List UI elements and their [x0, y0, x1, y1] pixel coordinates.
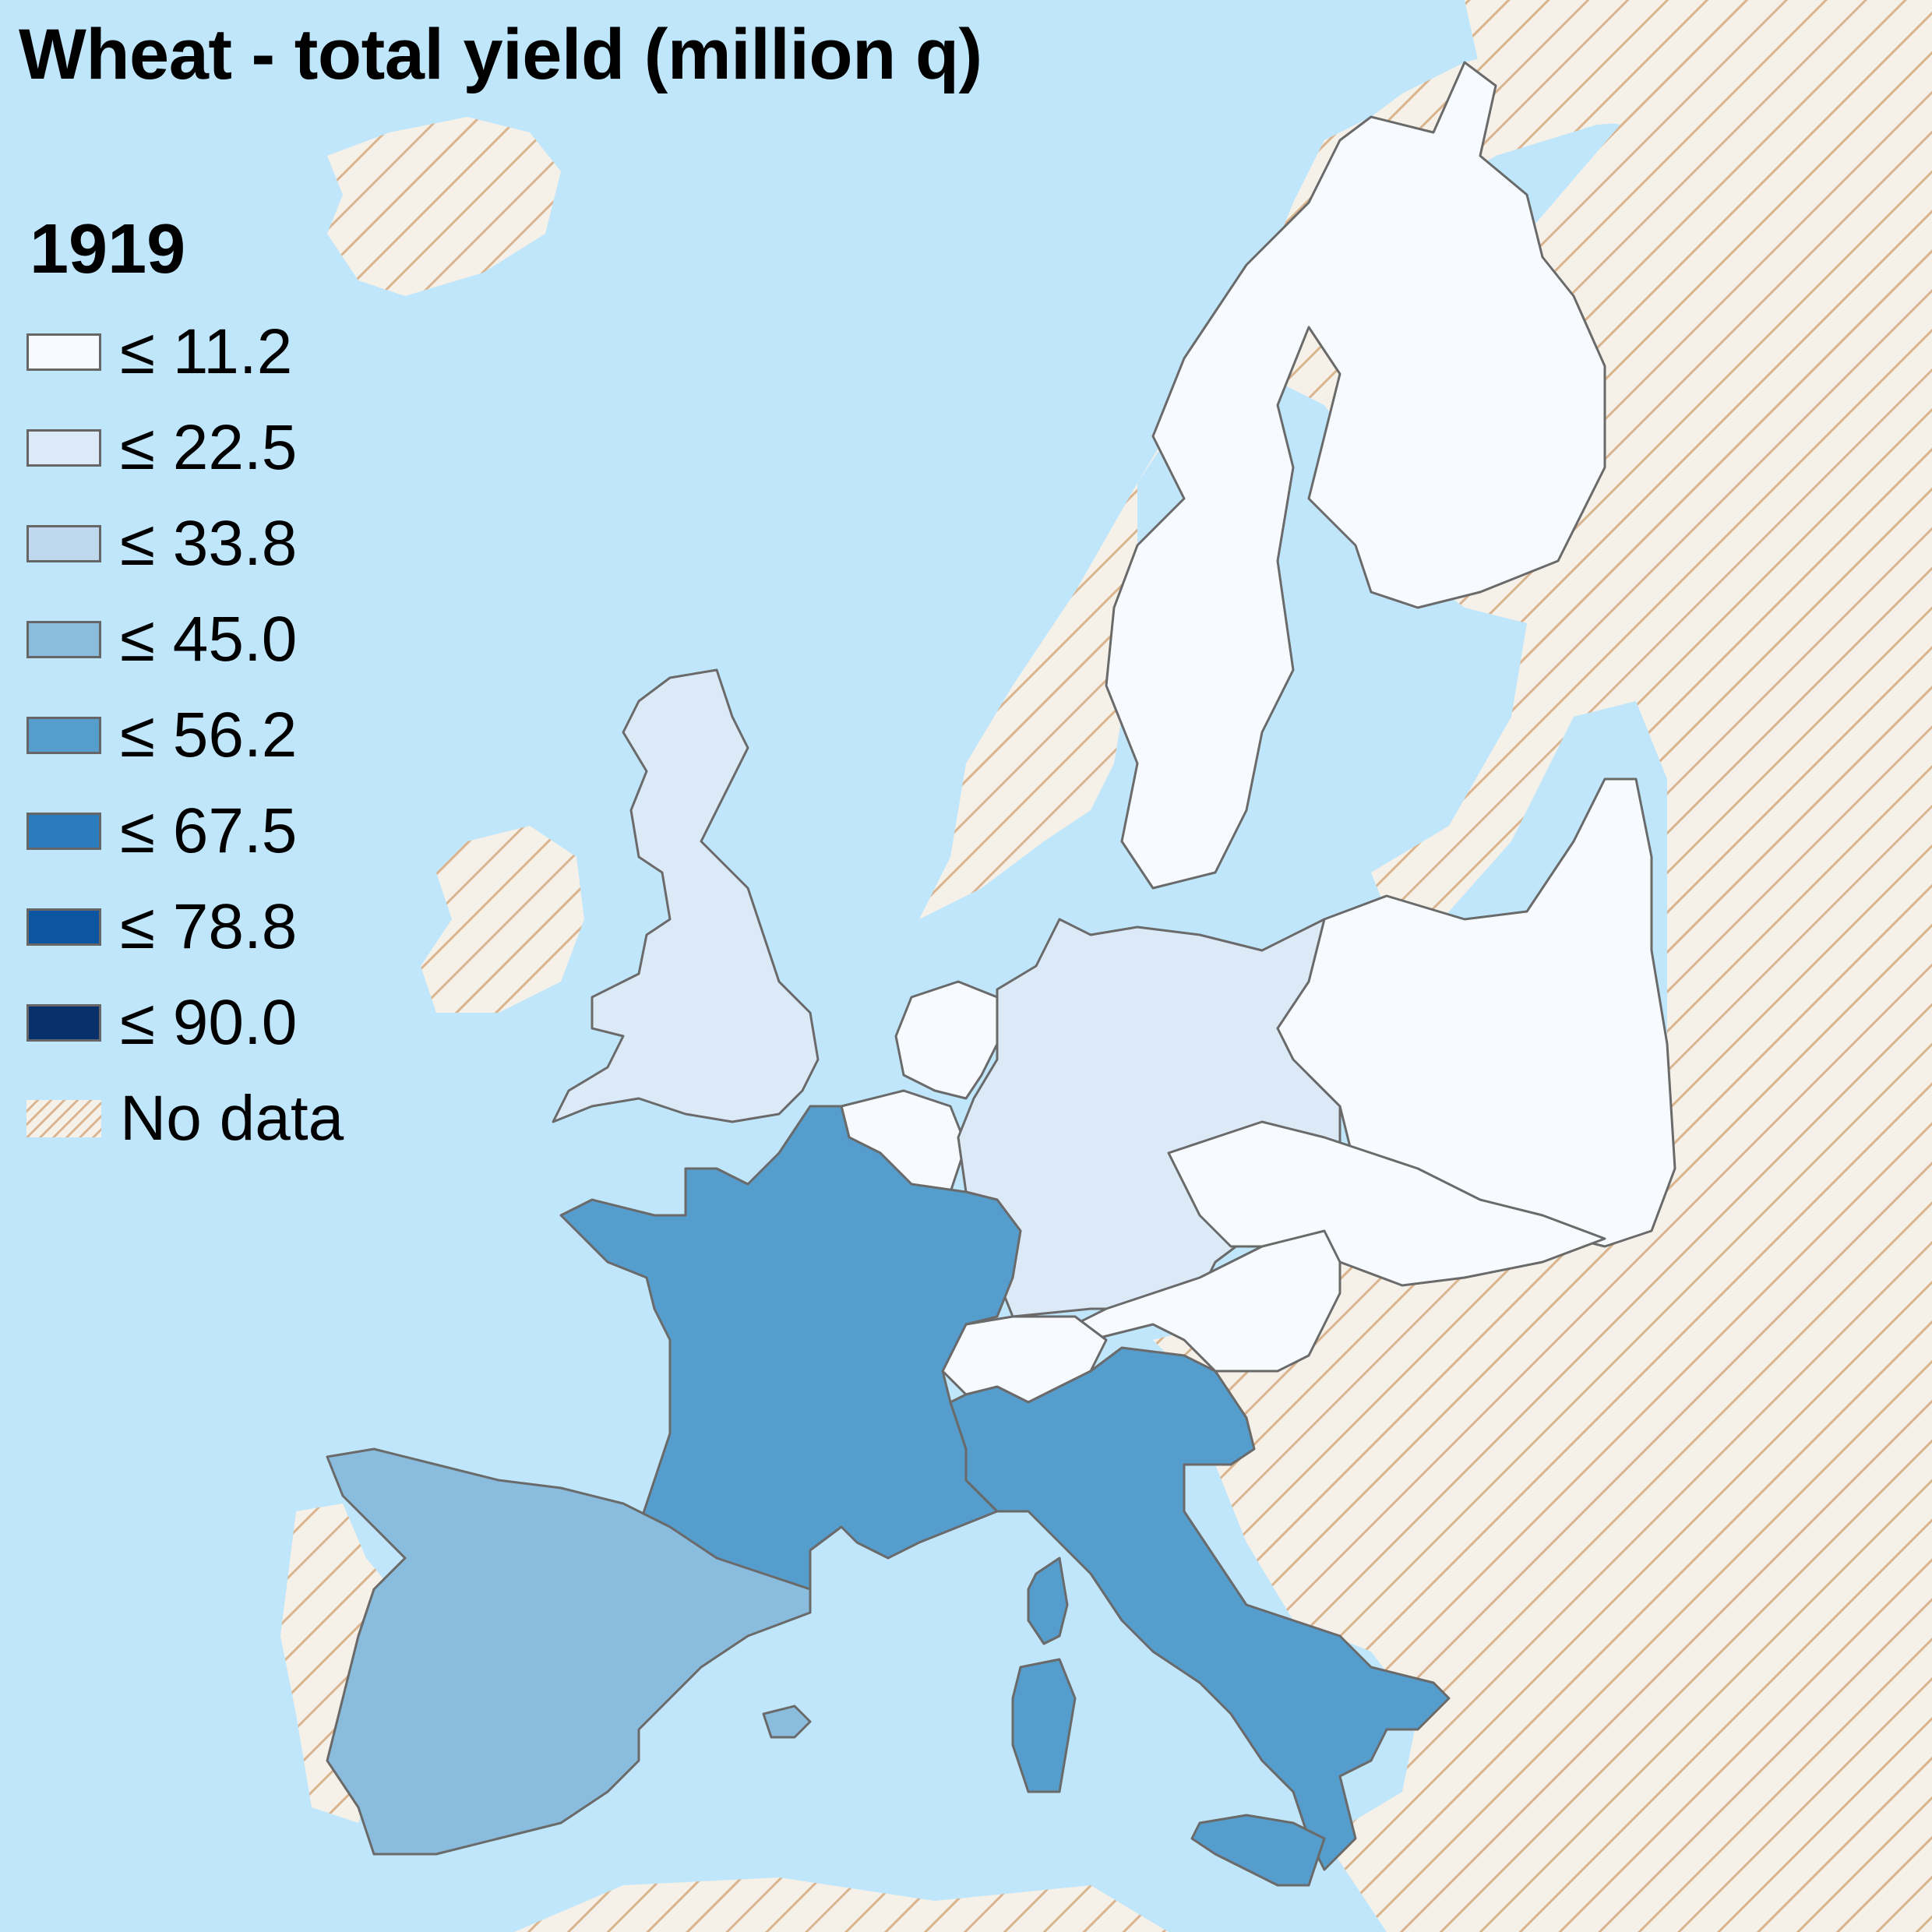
- legend-swatch: [26, 1003, 101, 1042]
- legend-label: ≤ 67.5: [120, 795, 298, 866]
- legend-item: ≤ 11.2: [26, 304, 344, 400]
- italy: [949, 1346, 1451, 1871]
- legend-label-no-data: No data: [120, 1082, 344, 1154]
- legend-item: ≤ 78.8: [26, 879, 344, 975]
- legend-rows: ≤ 11.2 ≤ 22.5 ≤ 33.8 ≤ 45.0 ≤ 56.2 ≤ 67.5 ≤ 78…: [26, 304, 344, 1070]
- legend-label: ≤ 33.8: [120, 507, 298, 579]
- legend-swatch: [26, 716, 101, 754]
- legend: 1919 ≤ 11.2 ≤ 22.5 ≤ 33.8 ≤ 45.0 ≤ 56.2 ≤ 67.…: [26, 210, 344, 1166]
- legend-item: ≤ 22.5: [26, 400, 344, 495]
- legend-swatch: [26, 333, 101, 371]
- legend-swatch: [26, 428, 101, 467]
- legend-year: 1919: [30, 210, 186, 288]
- legend-label: ≤ 11.2: [120, 316, 293, 387]
- sicily: [1190, 1814, 1326, 1887]
- united-kingdom: [552, 668, 820, 1123]
- france: [559, 1105, 1022, 1591]
- legend-label: ≤ 90.0: [120, 986, 298, 1058]
- poland-east: [1276, 777, 1676, 1264]
- legend-item: ≤ 67.5: [26, 783, 344, 879]
- spain: [326, 1447, 812, 1856]
- legend-item: ≤ 45.0: [26, 591, 344, 687]
- legend-item: ≤ 56.2: [26, 687, 344, 783]
- netherlands: [894, 980, 999, 1100]
- ireland-nodata: [421, 826, 584, 1013]
- sardinia: [1011, 1658, 1077, 1793]
- legend-label: ≤ 78.8: [120, 890, 298, 962]
- north-africa-nodata: [514, 1877, 1169, 1932]
- legend-item-no-data: No data: [26, 1070, 344, 1166]
- legend-item: ≤ 33.8: [26, 495, 344, 591]
- balearic-islands: [762, 1705, 812, 1739]
- corsica: [1027, 1557, 1069, 1645]
- legend-swatch: [26, 908, 101, 946]
- legend-label: ≤ 56.2: [120, 699, 298, 770]
- sweden-finland: [1105, 61, 1606, 890]
- legend-label: ≤ 22.5: [120, 411, 298, 483]
- map-title: Wheat - total yield (million q): [19, 15, 982, 94]
- iceland-nodata: [327, 117, 561, 296]
- legend-swatch: [26, 524, 101, 562]
- legend-item: ≤ 90.0: [26, 975, 344, 1070]
- legend-swatch: [26, 812, 101, 850]
- legend-label: ≤ 45.0: [120, 603, 298, 675]
- no-data-swatch: [26, 1099, 101, 1137]
- legend-swatch: [26, 620, 101, 658]
